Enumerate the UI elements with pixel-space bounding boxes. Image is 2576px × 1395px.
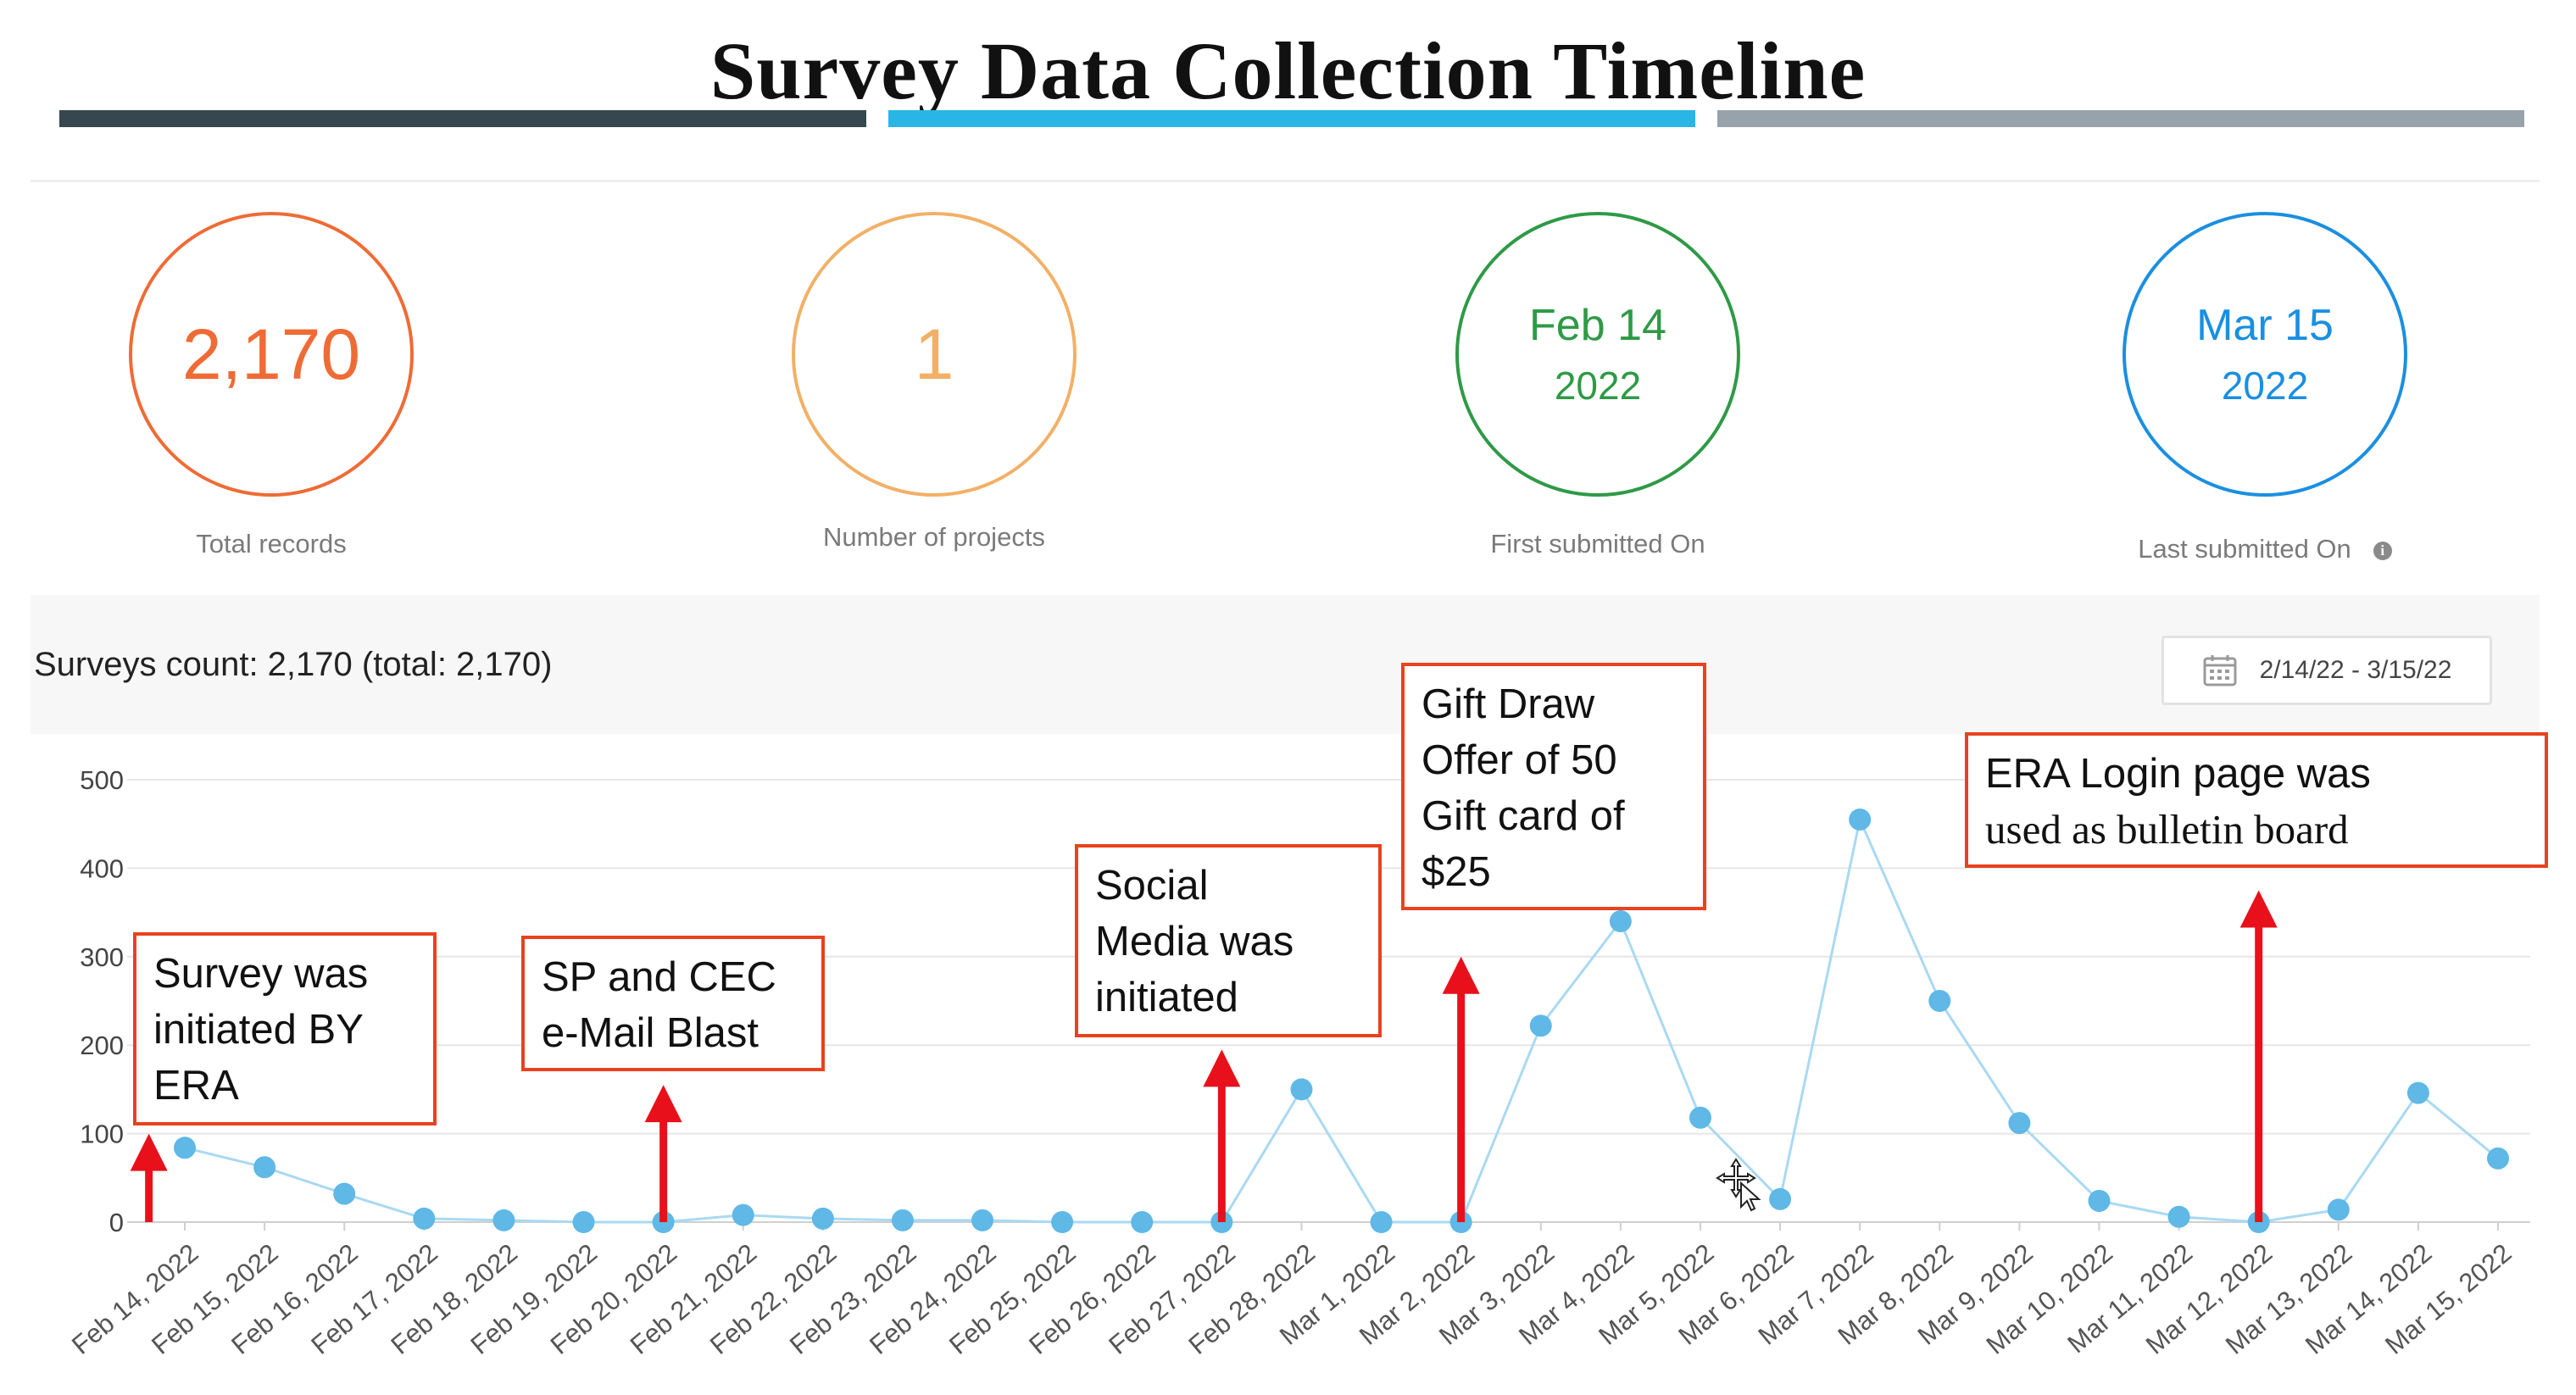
data-point[interactable] xyxy=(572,1211,595,1233)
series-line xyxy=(184,815,2499,1224)
y-tick-label: 400 xyxy=(80,853,124,883)
date-range-label: 2/14/22 - 3/15/22 xyxy=(2259,656,2452,684)
stat-label: Last submitted On xyxy=(2138,534,2351,564)
event-arrow xyxy=(644,1085,682,1222)
annotation-email-blast: SP and CEC e-Mail Blast xyxy=(521,936,825,1071)
surveys-count: Surveys count: 2,170 (total: 2,170) xyxy=(34,646,553,683)
data-point[interactable] xyxy=(2008,1112,2031,1135)
data-point[interactable] xyxy=(2406,1081,2429,1104)
data-point[interactable] xyxy=(2487,1147,2509,1170)
stat-last-submitted: Mar 15 2022 Last submitted On i xyxy=(2112,212,2417,564)
stat-ring: 2,170 xyxy=(129,212,414,497)
stat-number-of-projects: 1 Number of projects xyxy=(782,212,1087,553)
stat-total-records: 2,170 Total records xyxy=(119,212,424,559)
y-tick-label: 0 xyxy=(109,1208,124,1237)
annotation-era-login: ERA Login page was used as bulletin boar… xyxy=(1965,732,2548,868)
header-bar-dark xyxy=(59,110,866,127)
data-point[interactable] xyxy=(2327,1198,2350,1221)
event-arrow xyxy=(1442,956,1480,1222)
data-point[interactable] xyxy=(732,1203,754,1226)
data-point[interactable] xyxy=(1928,990,1951,1012)
stat-value: Mar 15 xyxy=(2196,301,2334,350)
data-point[interactable] xyxy=(1609,910,1632,933)
event-arrow xyxy=(2239,890,2278,1222)
stat-label: Total records xyxy=(196,529,347,559)
data-point[interactable] xyxy=(413,1207,436,1230)
data-point[interactable] xyxy=(971,1209,994,1231)
calendar-icon xyxy=(2203,655,2237,686)
stat-sub: 2022 xyxy=(1554,364,1642,408)
annotation-gift-draw: Gift Draw Offer of 50 Gift card of $25 xyxy=(1401,663,1706,910)
stat-value: Feb 14 xyxy=(1529,301,1666,350)
data-point[interactable] xyxy=(1290,1078,1313,1101)
y-tick-label: 100 xyxy=(80,1120,124,1149)
stat-ring: Mar 15 2022 xyxy=(2123,212,2407,497)
event-arrow xyxy=(1203,1049,1241,1222)
data-point[interactable] xyxy=(492,1209,515,1231)
move-cursor-icon xyxy=(1716,1158,1761,1212)
data-point[interactable] xyxy=(253,1156,276,1179)
data-point[interactable] xyxy=(2167,1205,2190,1228)
chart-header-panel xyxy=(31,595,2540,734)
annotation-survey-initiated: Survey was initiated BY ERA xyxy=(133,932,437,1125)
info-icon[interactable]: i xyxy=(2373,541,2392,560)
data-point[interactable] xyxy=(891,1209,914,1231)
y-tick-label: 500 xyxy=(80,765,124,795)
event-arrow xyxy=(130,1133,168,1222)
stat-value: 1 xyxy=(914,314,954,394)
data-point[interactable] xyxy=(1769,1187,1792,1210)
stat-value: 2,170 xyxy=(181,314,361,394)
stat-ring: 1 xyxy=(792,212,1077,497)
stat-label: First submitted On xyxy=(1490,529,1705,559)
annotation-social-media: Social Media was initiated xyxy=(1075,844,1382,1037)
data-point[interactable] xyxy=(333,1182,356,1205)
stat-first-submitted: Feb 14 2022 First submitted On xyxy=(1445,212,1750,559)
data-point[interactable] xyxy=(811,1207,834,1230)
header-divider xyxy=(31,180,2540,182)
data-point[interactable] xyxy=(1689,1106,1711,1129)
data-point[interactable] xyxy=(1370,1211,1393,1233)
data-point[interactable] xyxy=(1131,1211,1154,1233)
data-point[interactable] xyxy=(1529,1014,1552,1037)
y-tick-label: 300 xyxy=(80,942,124,972)
page-title: Survey Data Collection Timeline xyxy=(709,25,1867,116)
date-range-picker[interactable]: 2/14/22 - 3/15/22 xyxy=(2162,636,2492,705)
stat-label: Number of projects xyxy=(823,522,1045,552)
data-point[interactable] xyxy=(1849,808,1872,831)
stat-sub: 2022 xyxy=(2221,364,2309,408)
header-bar-blue xyxy=(888,110,1695,127)
data-point[interactable] xyxy=(174,1137,196,1159)
header-bar-gray xyxy=(1717,110,2524,127)
data-point[interactable] xyxy=(1051,1211,1074,1233)
data-point[interactable] xyxy=(2088,1189,2111,1212)
y-tick-label: 200 xyxy=(80,1031,124,1060)
stat-ring: Feb 14 2022 xyxy=(1455,212,1740,497)
